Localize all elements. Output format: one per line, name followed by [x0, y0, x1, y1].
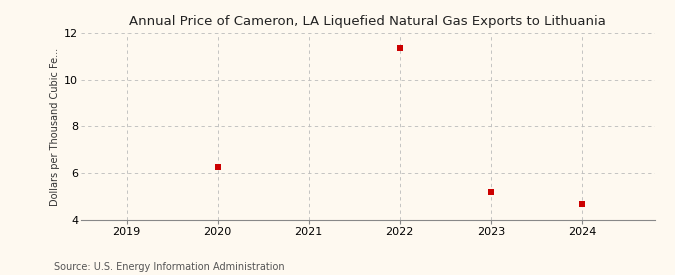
Y-axis label: Dollars per Thousand Cubic Fe...: Dollars per Thousand Cubic Fe... — [50, 47, 60, 206]
Point — [212, 165, 223, 170]
Point — [576, 201, 587, 206]
Text: Source: U.S. Energy Information Administration: Source: U.S. Energy Information Administ… — [54, 262, 285, 272]
Title: Annual Price of Cameron, LA Liquefied Natural Gas Exports to Lithuania: Annual Price of Cameron, LA Liquefied Na… — [130, 15, 606, 28]
Point — [485, 190, 496, 194]
Point — [394, 46, 405, 50]
